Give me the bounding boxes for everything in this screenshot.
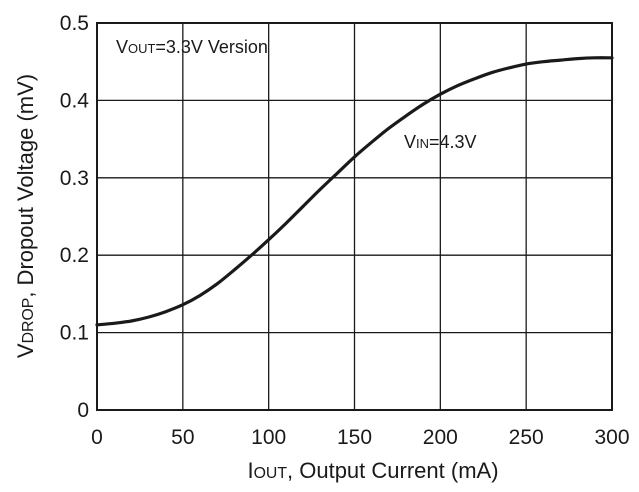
y-tick-labels: 0 0.1 0.2 0.3 0.4 0.5 <box>60 12 90 422</box>
x-tick-label: 50 <box>171 426 194 449</box>
plot-frame <box>96 22 613 411</box>
x-tick-label: 150 <box>337 426 372 449</box>
x-tick-label: 100 <box>251 426 286 449</box>
x-tick-label: 0 <box>91 426 103 449</box>
y-tick-label: 0.1 <box>60 322 89 345</box>
y-tick-label: 0 <box>77 399 89 422</box>
y-tick-label: 0.3 <box>60 167 89 190</box>
x-axis-label: IOUT, Output Current (mA) <box>247 458 498 483</box>
y-tick-label: 0.5 <box>60 12 89 35</box>
y-tick-label: 0.4 <box>60 89 90 112</box>
grid-lines <box>97 23 612 410</box>
annotation-vin: VIN=4.3V <box>404 132 477 152</box>
y-tick-label: 0.2 <box>60 244 89 267</box>
x-tick-label: 250 <box>509 426 544 449</box>
x-tick-labels: 0 50 100 150 200 250 300 <box>91 426 629 449</box>
x-tick-label: 300 <box>594 426 629 449</box>
series-line-vin-4-3v <box>95 56 614 327</box>
annotation-vout-version: VOUT=3.3V Version <box>116 37 268 57</box>
y-axis-label: VDROP, Dropout Voltage (mV) <box>13 74 38 358</box>
x-tick-label: 200 <box>423 426 458 449</box>
